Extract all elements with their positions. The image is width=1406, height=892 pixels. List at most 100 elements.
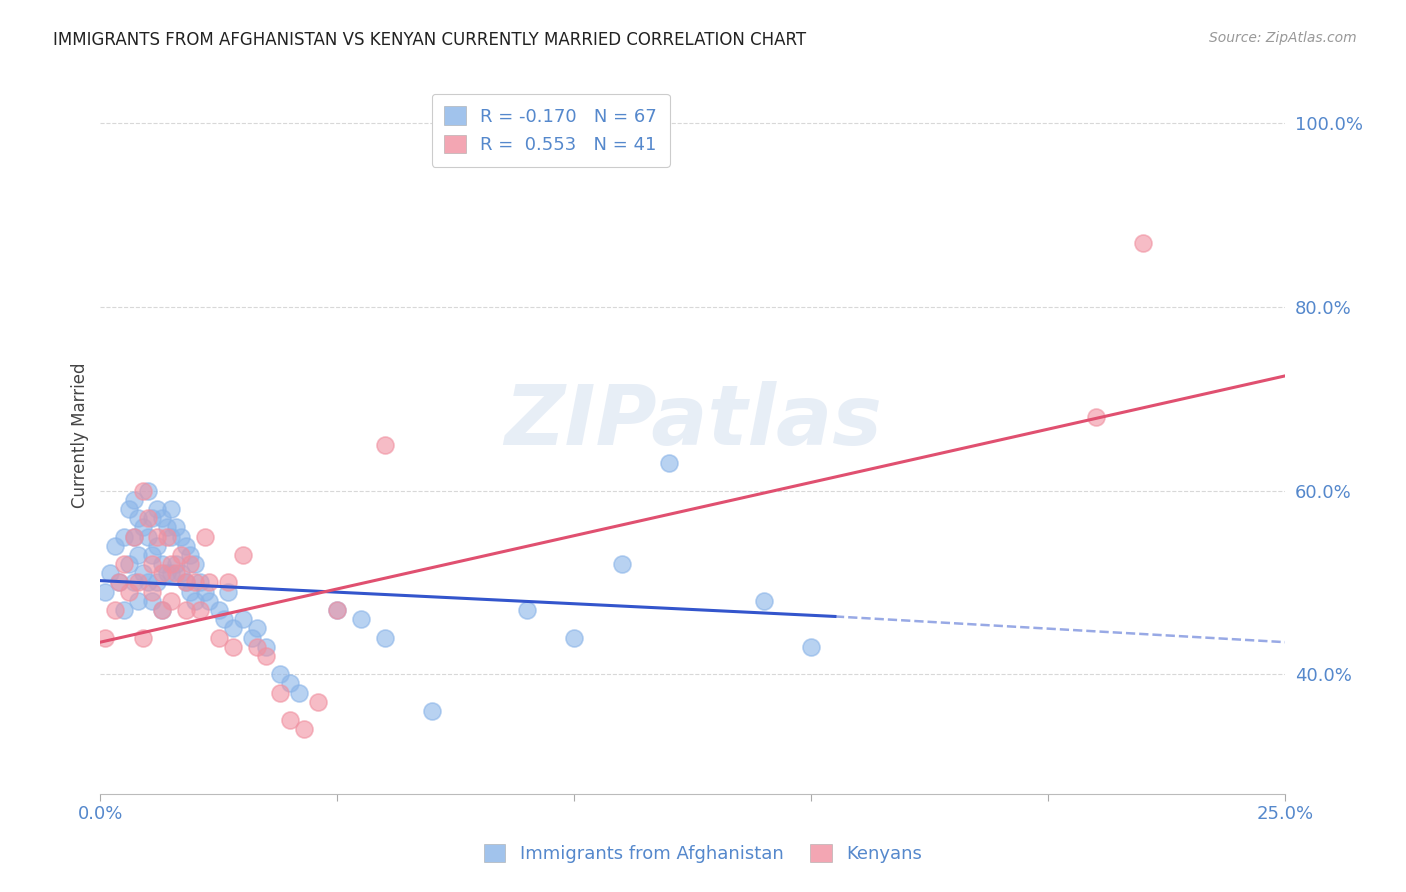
Point — [374, 438, 396, 452]
Point — [194, 530, 217, 544]
Text: Source: ZipAtlas.com: Source: ZipAtlas.com — [1209, 31, 1357, 45]
Point — [156, 520, 179, 534]
Point — [246, 621, 269, 635]
Point — [165, 520, 187, 534]
Point — [136, 530, 159, 544]
Point — [141, 557, 163, 571]
Point — [132, 483, 155, 498]
Point — [160, 502, 183, 516]
Point — [150, 557, 173, 571]
Point — [184, 557, 207, 571]
Point — [170, 548, 193, 562]
Point — [254, 640, 277, 654]
Point — [326, 603, 349, 617]
Point — [122, 530, 145, 544]
Point — [292, 723, 315, 737]
Point — [198, 575, 221, 590]
Point — [94, 584, 117, 599]
Point — [217, 584, 239, 599]
Point — [198, 594, 221, 608]
Point — [150, 603, 173, 617]
Point — [132, 520, 155, 534]
Point — [118, 502, 141, 516]
Point — [146, 575, 169, 590]
Point — [160, 530, 183, 544]
Point — [94, 631, 117, 645]
Point — [179, 584, 201, 599]
Legend: Immigrants from Afghanistan, Kenyans: Immigrants from Afghanistan, Kenyans — [474, 835, 932, 872]
Point — [103, 539, 125, 553]
Point — [141, 548, 163, 562]
Point — [98, 566, 121, 581]
Point — [127, 594, 149, 608]
Point — [136, 511, 159, 525]
Point — [212, 612, 235, 626]
Point — [278, 713, 301, 727]
Point — [288, 686, 311, 700]
Point — [179, 548, 201, 562]
Point — [170, 566, 193, 581]
Point — [752, 594, 775, 608]
Point — [174, 575, 197, 590]
Point — [112, 530, 135, 544]
Point — [269, 667, 291, 681]
Point — [222, 640, 245, 654]
Point — [112, 603, 135, 617]
Point — [132, 631, 155, 645]
Point — [122, 492, 145, 507]
Text: IMMIGRANTS FROM AFGHANISTAN VS KENYAN CURRENTLY MARRIED CORRELATION CHART: IMMIGRANTS FROM AFGHANISTAN VS KENYAN CU… — [53, 31, 807, 49]
Point — [127, 575, 149, 590]
Point — [122, 530, 145, 544]
Point — [165, 557, 187, 571]
Point — [231, 548, 253, 562]
Point — [141, 594, 163, 608]
Point — [1084, 410, 1107, 425]
Point — [254, 648, 277, 663]
Point — [350, 612, 373, 626]
Point — [150, 511, 173, 525]
Point — [208, 603, 231, 617]
Point — [108, 575, 131, 590]
Point — [184, 575, 207, 590]
Y-axis label: Currently Married: Currently Married — [72, 363, 89, 508]
Point — [146, 530, 169, 544]
Point — [150, 566, 173, 581]
Point — [118, 584, 141, 599]
Point — [127, 511, 149, 525]
Point — [217, 575, 239, 590]
Point — [800, 640, 823, 654]
Point — [108, 575, 131, 590]
Point — [136, 575, 159, 590]
Point — [562, 631, 585, 645]
Point — [146, 539, 169, 553]
Point — [141, 584, 163, 599]
Point — [118, 557, 141, 571]
Point — [374, 631, 396, 645]
Legend: R = -0.170   N = 67, R =  0.553   N = 41: R = -0.170 N = 67, R = 0.553 N = 41 — [432, 94, 669, 167]
Point — [132, 566, 155, 581]
Point — [160, 557, 183, 571]
Point — [179, 557, 201, 571]
Point — [516, 603, 538, 617]
Point — [146, 502, 169, 516]
Point — [246, 640, 269, 654]
Point — [165, 566, 187, 581]
Point — [160, 594, 183, 608]
Point — [610, 557, 633, 571]
Point — [222, 621, 245, 635]
Point — [184, 594, 207, 608]
Point — [174, 539, 197, 553]
Point — [170, 530, 193, 544]
Point — [122, 575, 145, 590]
Point — [188, 603, 211, 617]
Point — [420, 704, 443, 718]
Text: ZIPatlas: ZIPatlas — [503, 381, 882, 462]
Point — [1132, 235, 1154, 250]
Point — [112, 557, 135, 571]
Point — [141, 511, 163, 525]
Point — [307, 695, 329, 709]
Point — [174, 603, 197, 617]
Point — [240, 631, 263, 645]
Point — [150, 603, 173, 617]
Point — [208, 631, 231, 645]
